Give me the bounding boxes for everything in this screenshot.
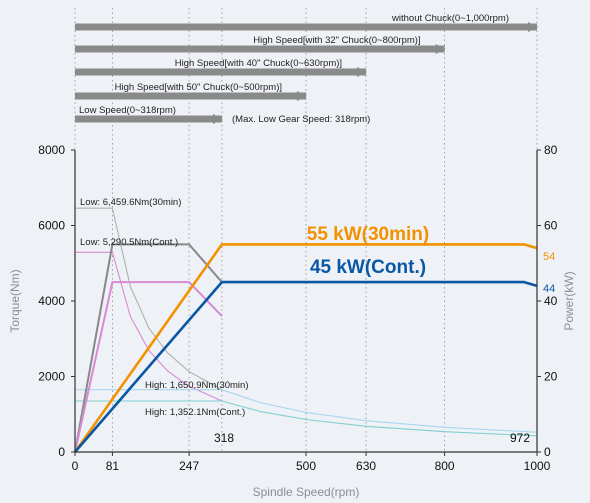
annotation-high-30min: High: 1,650.9Nm(30min) bbox=[145, 380, 249, 391]
power-30min-label: 55 kW(30min) bbox=[307, 224, 429, 245]
series-line bbox=[74, 280, 538, 453]
x-tick-label: 0 bbox=[72, 459, 79, 473]
y-right-tick-label: 40 bbox=[544, 294, 558, 308]
speed-range-arrows: without Chuck(0~1,000rpm) High Speed[with… bbox=[75, 13, 538, 124]
series-line bbox=[74, 243, 223, 453]
y-left-tick-label: 4000 bbox=[38, 294, 65, 308]
series-line bbox=[75, 389, 538, 433]
series-lines bbox=[73, 207, 538, 453]
x-tick-label: 81 bbox=[106, 459, 120, 473]
power-cont-end-label: 44 bbox=[543, 283, 555, 295]
y-left-tick-label: 8000 bbox=[38, 143, 65, 157]
annotation-972: 972 bbox=[510, 431, 530, 445]
y-left-tick-label: 0 bbox=[58, 445, 65, 459]
x-axis-label: Spindle Speed(rpm) bbox=[253, 485, 360, 499]
x-tick-label: 800 bbox=[435, 459, 455, 473]
series-line bbox=[75, 400, 538, 437]
annotation-high-cont: High: 1,352.1Nm(Cont.) bbox=[145, 407, 245, 418]
low-gear-note: (Max. Low Gear Speed: 318rpm) bbox=[232, 114, 370, 125]
x-tick-label: 500 bbox=[296, 459, 316, 473]
y-right-tick-label: 20 bbox=[544, 370, 558, 384]
y-left-tick-label: 2000 bbox=[38, 370, 65, 384]
power-cont-label: 45 kW(Cont.) bbox=[310, 257, 426, 278]
series-line bbox=[75, 207, 223, 391]
annotation-low-30min: Low: 6,459.6Nm(30min) bbox=[80, 197, 181, 208]
y-left-tick-label: 6000 bbox=[38, 219, 65, 233]
x-tick-label: 630 bbox=[356, 459, 376, 473]
series-line bbox=[75, 251, 223, 402]
y-right-tick-label: 0 bbox=[544, 445, 551, 459]
series-line bbox=[73, 243, 538, 453]
x-tick-label: 247 bbox=[179, 459, 199, 473]
x-tick-label: 1000 bbox=[524, 459, 551, 473]
power-30min-end-label: 54 bbox=[543, 251, 555, 263]
annotation-low-cont: Low: 5,290.5Nm(Cont.) bbox=[80, 237, 178, 248]
y-right-tick-label: 60 bbox=[544, 219, 558, 233]
speed-range-label: Low Speed(0~318rpm) bbox=[79, 105, 176, 116]
speed-range-label: without Chuck(0~1,000rpm) bbox=[391, 13, 509, 24]
speed-range-label: High Speed[with 40" Chuck(0~630rpm)] bbox=[175, 58, 342, 69]
tick-labels: 0 81 247 500 630 800 1000020004000600080000204… bbox=[38, 143, 557, 473]
y-right-tick-label: 80 bbox=[544, 143, 558, 157]
speed-range-label: High Speed[with 32" Chuck(0~800rpm)] bbox=[253, 35, 420, 46]
speed-range-label: High Speed[with 50" Chuck(0~500rpm)] bbox=[115, 82, 282, 93]
y-right-axis-label: Power(kW) bbox=[562, 271, 576, 330]
annotation-318: 318 bbox=[214, 431, 234, 445]
y-left-axis-label: Torque(Nm) bbox=[8, 269, 22, 332]
